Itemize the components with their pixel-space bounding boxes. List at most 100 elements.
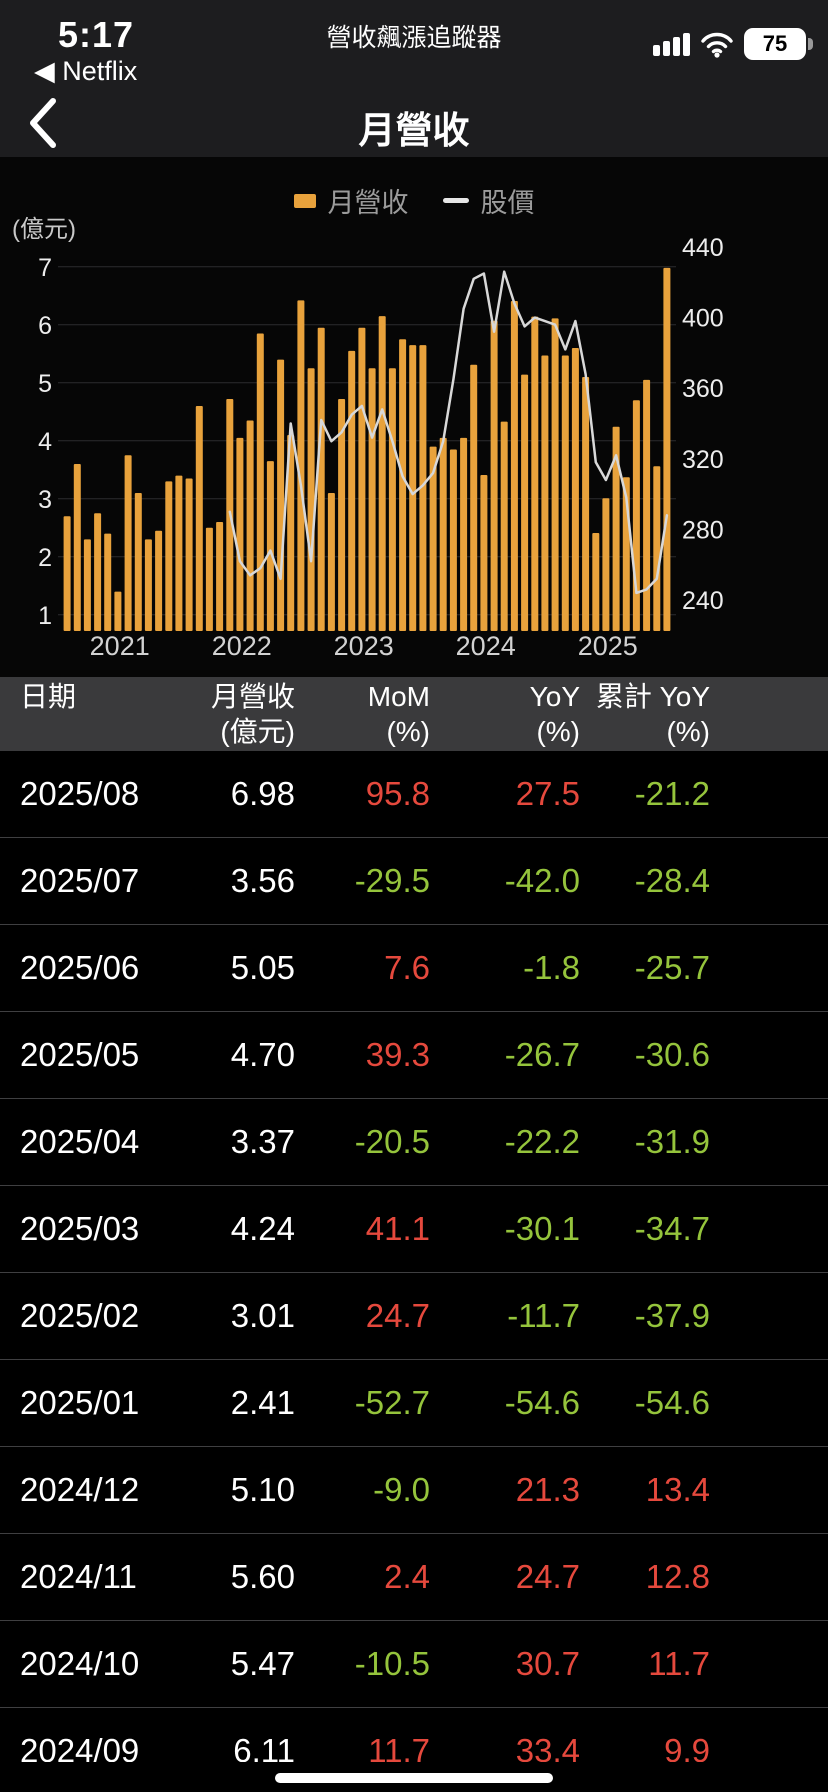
- revenue-bar: [521, 374, 529, 631]
- revenue-bar: [104, 533, 112, 631]
- year-axis-label: 2025: [578, 631, 638, 661]
- revenue-bar: [144, 539, 152, 631]
- revenue-bar: [246, 420, 254, 631]
- cell-cum-yoy: -37.9: [634, 1297, 710, 1334]
- status-icons: 75: [653, 28, 813, 60]
- cell-date: 2024/12: [20, 1471, 140, 1508]
- table-row: 2024/10 5.47 -10.5 30.7 11.7: [0, 1621, 828, 1708]
- revenue-bar: [592, 533, 600, 631]
- table-row: 2025/02 3.01 24.7 -11.7 -37.9: [0, 1273, 828, 1360]
- revenue-bar: [195, 406, 203, 631]
- cell-cum-yoy: 12.8: [645, 1558, 710, 1595]
- revenue-bar: [561, 355, 569, 631]
- revenue-bar: [73, 464, 81, 631]
- chevron-left-icon: [30, 98, 56, 148]
- left-axis-tick: 1: [38, 602, 52, 630]
- back-button[interactable]: [16, 96, 68, 150]
- cell-yoy: -11.7: [507, 1297, 580, 1334]
- table-row: 2025/07 3.56 -29.5 -42.0 -28.4: [0, 838, 828, 925]
- cell-mom: -52.7: [354, 1384, 430, 1421]
- revenue-bar: [327, 493, 335, 631]
- revenue-bar: [297, 300, 305, 631]
- revenue-bar: [185, 478, 193, 631]
- cell-date: 2024/11: [20, 1558, 137, 1595]
- revenue-bar: [500, 421, 508, 631]
- year-axis-label: 2023: [334, 631, 394, 661]
- app-title: 營收飆漲追蹤器: [326, 24, 502, 52]
- cell-mom: -29.5: [354, 862, 430, 899]
- legend-item-revenue: 月營收: [293, 181, 409, 220]
- revenue-bar: [449, 449, 457, 631]
- cell-yoy: -1.8: [523, 949, 580, 986]
- table-row: 2025/05 4.70 39.3 -26.7 -30.6: [0, 1012, 828, 1099]
- revenue-bar: [124, 455, 132, 631]
- battery-icon: 75: [744, 28, 813, 60]
- year-axis-label: 2022: [212, 631, 272, 661]
- cell-revenue: 5.47: [230, 1645, 295, 1682]
- cell-cum-yoy: -31.9: [634, 1123, 710, 1160]
- cell-date: 2025/04: [20, 1123, 140, 1160]
- table-body: 2025/08 6.98 95.8 27.5 -21.2 2025/07 3.56 -29.5…: [0, 751, 828, 1792]
- revenue-bar: [643, 379, 651, 631]
- revenue-bar: [480, 475, 488, 631]
- cell-revenue: 5.60: [230, 1558, 295, 1595]
- revenue-bar: [439, 437, 447, 631]
- cell-revenue: 3.01: [230, 1297, 295, 1334]
- cell-yoy: -26.7: [504, 1036, 580, 1073]
- revenue-bar: [510, 301, 518, 631]
- home-indicator[interactable]: [275, 1773, 553, 1783]
- cell-cum-yoy: -21.2: [634, 775, 710, 812]
- table-row: 2025/03 4.24 41.1 -30.1 -34.7: [0, 1186, 828, 1273]
- revenue-bar: [287, 435, 295, 631]
- cell-revenue: 3.56: [230, 862, 295, 899]
- cell-mom: 41.1: [365, 1210, 430, 1247]
- revenue-bar: [317, 327, 325, 631]
- revenue-bar: [236, 437, 244, 631]
- revenue-bar: [165, 481, 173, 631]
- cell-revenue: 4.70: [230, 1036, 295, 1073]
- revenue-bar: [429, 446, 437, 631]
- cellular-signal-icon: [653, 32, 690, 56]
- revenue-bar: [460, 437, 468, 631]
- table-row: 2025/06 5.05 7.6 -1.8 -25.7: [0, 925, 828, 1012]
- cell-mom: 2.4: [384, 1558, 430, 1595]
- cell-revenue: 6.98: [230, 775, 295, 812]
- column-header-yoy: YoY (%): [529, 681, 580, 747]
- cell-mom: 24.7: [365, 1297, 430, 1334]
- revenue-bar: [490, 320, 498, 631]
- revenue-bar: [83, 539, 91, 631]
- cell-yoy: 30.7: [515, 1645, 580, 1682]
- revenue-bar: [277, 359, 285, 631]
- revenue-bar: [582, 377, 590, 631]
- right-axis-tick: 360: [682, 375, 724, 403]
- cell-revenue: 2.41: [230, 1384, 295, 1421]
- revenue-bar: [612, 426, 620, 631]
- revenue-bar: [348, 350, 356, 631]
- revenue-bar: [409, 345, 417, 631]
- column-header-revenue: 月營收 (億元): [210, 681, 295, 747]
- wifi-icon: [701, 32, 733, 58]
- right-axis-tick: 440: [682, 234, 724, 262]
- cell-date: 2025/03: [20, 1210, 140, 1247]
- revenue-bar: [378, 316, 386, 631]
- page-title: 月營收: [358, 110, 470, 151]
- left-axis-tick: 4: [38, 428, 52, 456]
- revenue-chart[interactable]: 1 2 3 4 5 6 7 240 280 320 360 400 440 2021 2022 2023 202…: [0, 223, 828, 673]
- revenue-bar: [94, 513, 102, 631]
- cell-revenue: 4.24: [230, 1210, 295, 1247]
- chart-legend: 月營收 股價: [0, 181, 828, 220]
- cell-date: 2025/02: [20, 1297, 140, 1334]
- left-axis-tick: 7: [38, 254, 52, 282]
- axis-unit-label: (億元): [12, 216, 76, 243]
- back-to-netflix-link[interactable]: ◀ Netflix: [34, 56, 138, 86]
- cell-cum-yoy: -54.6: [634, 1384, 710, 1421]
- left-axis-tick: 5: [38, 370, 52, 398]
- revenue-bar: [571, 348, 579, 631]
- left-axis-tick: 3: [38, 486, 52, 514]
- revenue-bar: [205, 527, 213, 631]
- revenue-bar: [63, 516, 71, 631]
- cell-cum-yoy: -28.4: [634, 862, 710, 899]
- revenue-bar: [358, 327, 366, 631]
- revenue-table[interactable]: 日期 月營收 (億元) MoM (%) YoY (%) 累計 YoY (%) 2025/08 6…: [0, 677, 828, 1792]
- revenue-bar: [216, 522, 224, 631]
